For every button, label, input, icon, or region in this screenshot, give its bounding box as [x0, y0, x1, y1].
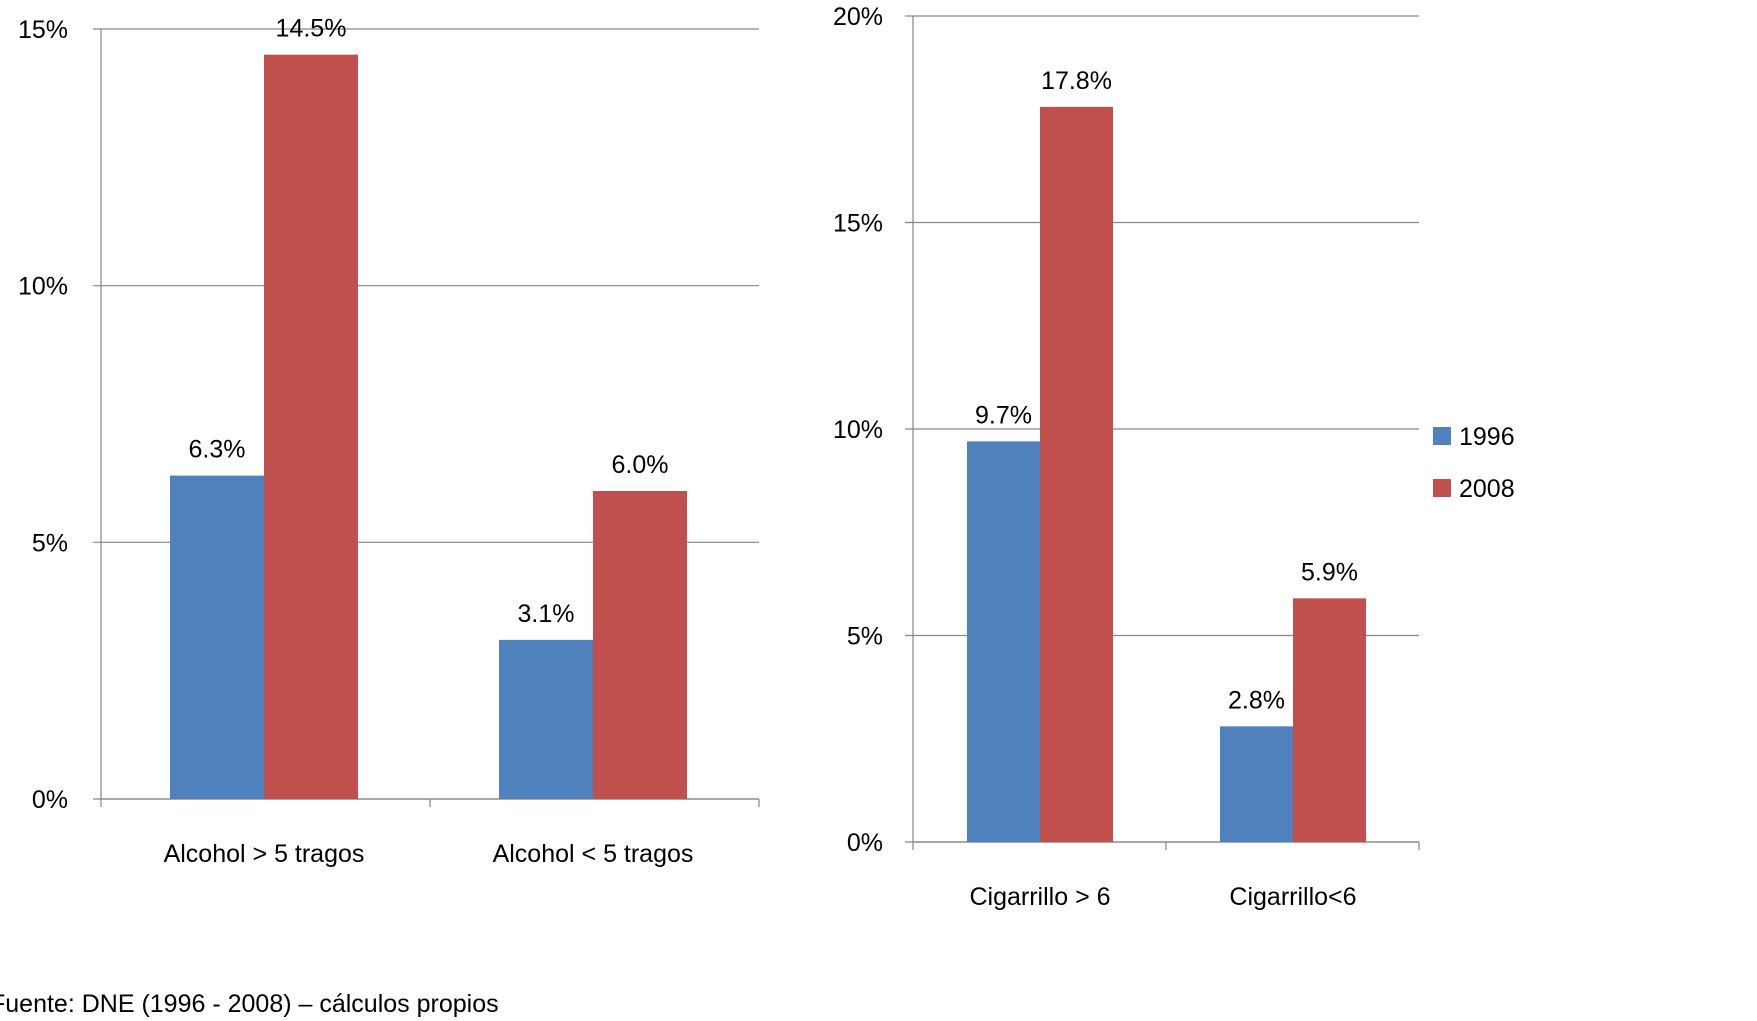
bar-2008 — [264, 54, 358, 799]
data-label: 3.1% — [518, 600, 575, 628]
bar-1996 — [1220, 726, 1293, 842]
data-label: 5.9% — [1301, 558, 1358, 586]
y-tick-label: 0% — [32, 786, 68, 814]
chart-legend: 1996 2008 — [1433, 423, 1515, 503]
x-category-label: Alcohol < 5 tragos — [493, 840, 694, 868]
legend-label: 1996 — [1459, 423, 1515, 451]
bar-1996 — [499, 639, 593, 799]
data-label: 6.0% — [612, 451, 669, 479]
source-note: Fuente: DNE (1996 - 2008) – cálculos pro… — [0, 990, 499, 1018]
y-tick-label: 15% — [833, 210, 883, 238]
chart-cigarrillo: 0% 5% 10% 15% 20% 9.7% 17.8% Cigarrillo > 6 2.8%… — [833, 3, 1420, 911]
bar-1996 — [170, 475, 264, 799]
bar-1996 — [967, 441, 1040, 842]
data-label: 14.5% — [276, 15, 347, 43]
data-label: 17.8% — [1041, 67, 1112, 95]
y-tick-label: 10% — [833, 416, 883, 444]
chart-alcohol: 0% 5% 10% 15% 6.3% 14.5% Alcohol > 5 tragos 3.1… — [18, 15, 760, 868]
x-category-label: Alcohol > 5 tragos — [164, 840, 365, 868]
data-label: 2.8% — [1228, 686, 1285, 714]
legend-label: 2008 — [1459, 475, 1515, 503]
data-label: 9.7% — [975, 401, 1032, 429]
y-tick-label: 0% — [847, 829, 883, 857]
data-label: 6.3% — [189, 436, 246, 464]
x-category-label: Cigarrillo > 6 — [969, 883, 1110, 911]
y-tick-label: 10% — [18, 273, 68, 301]
y-tick-label: 5% — [32, 529, 68, 557]
y-tick-label: 15% — [18, 16, 68, 44]
bar-2008 — [1293, 598, 1366, 842]
legend-swatch-1996 — [1433, 427, 1451, 445]
bar-2008 — [593, 491, 687, 799]
y-tick-label: 20% — [833, 3, 883, 31]
legend-swatch-2008 — [1433, 479, 1451, 497]
x-category-label: Cigarrillo<6 — [1229, 883, 1356, 911]
bar-2008 — [1040, 106, 1113, 843]
y-tick-label: 5% — [847, 623, 883, 651]
